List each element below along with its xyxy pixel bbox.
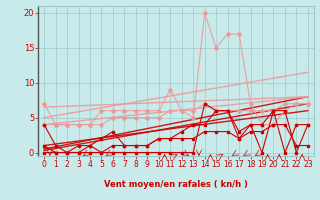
X-axis label: Vent moyen/en rafales ( kn/h ): Vent moyen/en rafales ( kn/h ) (104, 180, 248, 189)
